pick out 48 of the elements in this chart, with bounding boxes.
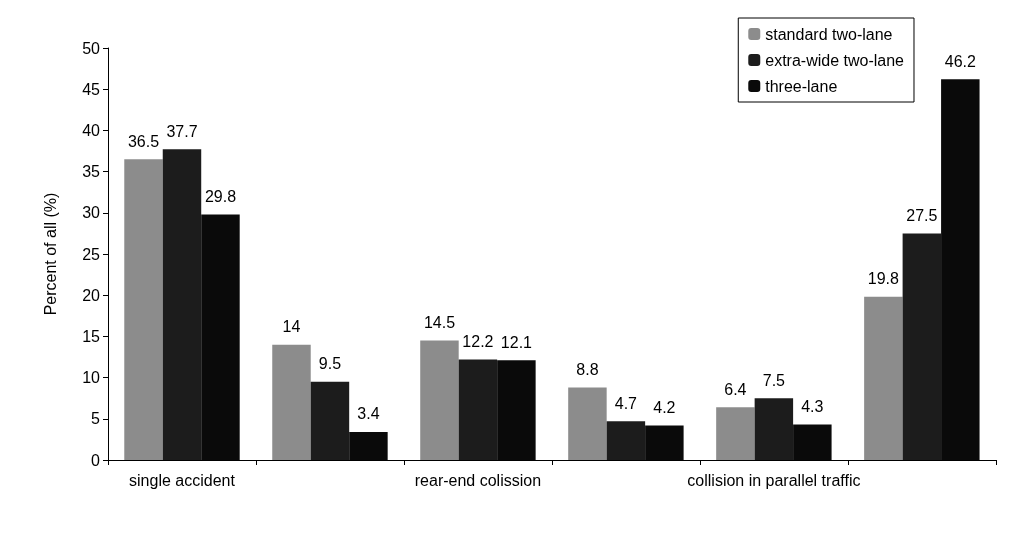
data-label: 36.5 [127, 132, 160, 150]
bar [310, 381, 350, 460]
y-tick-label: 5 [91, 410, 101, 428]
y-tick-label: 35 [82, 163, 101, 181]
data-label: 37.7 [166, 122, 198, 140]
bar [458, 359, 498, 460]
y-tick-label: 20 [82, 286, 101, 304]
data-label: 9.5 [318, 355, 342, 373]
bar [162, 149, 202, 460]
data-label: 27.5 [906, 206, 938, 224]
bar [754, 398, 794, 460]
bar [420, 340, 459, 460]
bar [606, 421, 646, 460]
y-axis-title: Percent of all (%) [41, 192, 59, 316]
bar [124, 159, 163, 460]
data-label: 19.8 [867, 270, 900, 288]
data-label: 7.5 [762, 371, 786, 389]
y-tick-label: 0 [91, 451, 101, 469]
bar [568, 387, 607, 460]
x-tick-label: rear-end colission [414, 471, 542, 489]
y-tick-label: 40 [82, 121, 101, 139]
data-label: 3.4 [357, 405, 380, 423]
data-label: 6.4 [724, 380, 747, 398]
data-label: 4.7 [614, 394, 638, 412]
x-tick-label: single accident [129, 471, 236, 489]
data-label: 4.2 [653, 398, 676, 416]
data-label: 14.5 [423, 314, 456, 332]
data-label: 8.8 [576, 360, 599, 378]
bar [902, 233, 942, 460]
data-label: 46.2 [944, 52, 976, 70]
data-label: 12.2 [462, 332, 494, 350]
bar [864, 296, 903, 460]
bar [716, 407, 755, 460]
y-tick-label: 10 [82, 369, 101, 387]
y-tick-label: 15 [82, 327, 101, 345]
bar [272, 344, 311, 460]
y-tick-label: 50 [82, 39, 101, 57]
legend-label: standard two-lane [765, 25, 893, 43]
legend-label: extra-wide two-lane [765, 51, 905, 69]
y-tick-label: 25 [82, 245, 101, 263]
data-label: 29.8 [204, 187, 237, 205]
x-tick-label: collision in parallel traffic [687, 471, 861, 489]
data-label: 14 [282, 318, 301, 336]
y-tick-label: 45 [82, 80, 101, 98]
y-tick-label: 30 [82, 204, 101, 222]
legend-label: three-lane [765, 77, 838, 95]
data-label: 12.1 [500, 333, 533, 351]
data-label: 4.3 [801, 398, 824, 416]
